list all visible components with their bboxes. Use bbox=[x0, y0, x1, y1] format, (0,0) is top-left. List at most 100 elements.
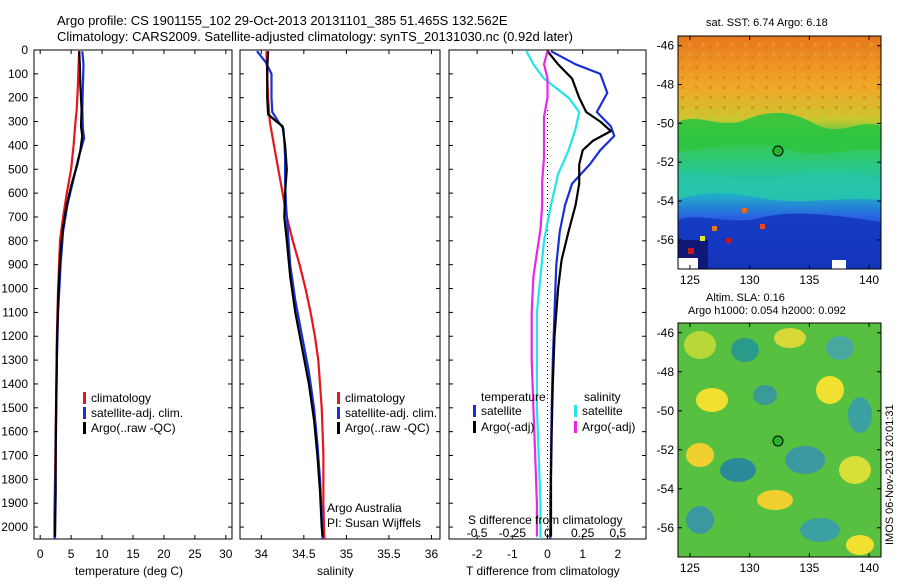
series-line bbox=[266, 51, 324, 537]
map-x-tick-label: 130 bbox=[740, 561, 760, 575]
x-tick-label-salinity: -0.5 bbox=[467, 526, 488, 540]
annotation-pi: PI: Susan Wijffels bbox=[327, 516, 421, 530]
sst-noise-2 bbox=[700, 236, 705, 241]
legend-swatch-argo bbox=[83, 422, 86, 434]
series-line bbox=[256, 50, 324, 540]
sst-noise-6 bbox=[760, 224, 765, 229]
x-tick-label-salinity: 0.25 bbox=[571, 526, 595, 540]
y-tick-label: 1700 bbox=[1, 449, 28, 463]
legend-swatch-satellite bbox=[83, 407, 86, 419]
sst-map-frame bbox=[677, 35, 882, 270]
y-tick-label: 1300 bbox=[1, 353, 28, 367]
map-y-tick-label: -46 bbox=[657, 326, 675, 340]
x-tick-label: 20 bbox=[157, 547, 171, 561]
sla-eddy bbox=[816, 376, 844, 404]
y-tick-label: 1200 bbox=[1, 329, 28, 343]
legend-swatch-argo bbox=[337, 422, 340, 434]
y-tick-label: 900 bbox=[8, 258, 28, 272]
y-tick-label: 1000 bbox=[1, 282, 28, 296]
difference-panel: -2 -1 0 1 2 -0.5 -0.25 0 0.25 0.5 bbox=[448, 49, 647, 561]
annotation-argo-australia: Argo Australia bbox=[327, 501, 402, 515]
x-tick-label: 30 bbox=[219, 547, 233, 561]
map-x-tick-label: 140 bbox=[859, 561, 879, 575]
credit-text: IMOS 06-Nov-2013 20:01:31 bbox=[884, 404, 896, 545]
map-y-tick-label: -52 bbox=[657, 443, 675, 457]
y-tick-label: 1500 bbox=[1, 401, 28, 415]
sla-eddy bbox=[839, 456, 871, 484]
y-tick-label: 1800 bbox=[1, 472, 28, 486]
difference-xlabel-top: S difference from climatology bbox=[468, 513, 623, 527]
legend-label-argo: Argo(..raw -QC) bbox=[345, 421, 430, 435]
x-tick-label: 34.5 bbox=[292, 547, 316, 561]
map-y-tick-label: -54 bbox=[657, 482, 675, 496]
y-tick-label: 0 bbox=[21, 43, 28, 57]
series-line bbox=[546, 50, 612, 537]
sla-eddy bbox=[846, 535, 874, 555]
plot-frame bbox=[33, 49, 233, 540]
x-tick-label: 0 bbox=[37, 547, 44, 561]
plot-frame bbox=[239, 49, 441, 540]
x-tick-label: 5 bbox=[68, 547, 75, 561]
sst-map: sat. SST: 6.74 Argo: 6.18 -46 -48 -50 -52 -5… bbox=[657, 17, 882, 287]
sst-noise-1 bbox=[688, 248, 694, 254]
x-tick-label: 1 bbox=[579, 547, 586, 561]
x-tick-label: 0 bbox=[544, 547, 551, 561]
map-x-tick-label: 140 bbox=[859, 273, 879, 287]
series-line bbox=[530, 50, 549, 537]
map-y-tick-label: -56 bbox=[657, 521, 675, 535]
header-line-2: Climatology: CARS2009. Satellite-adjuste… bbox=[57, 29, 573, 44]
sla-eddy bbox=[785, 446, 825, 474]
x-tick-label: 34 bbox=[255, 547, 269, 561]
legend-label-satellite: satellite-adj. clim. bbox=[91, 406, 183, 420]
sla-map-frame bbox=[677, 322, 882, 558]
temperature-xlabel: temperature (deg C) bbox=[75, 564, 183, 578]
legend-swatch-s-satellite bbox=[574, 405, 577, 417]
x-tick-label: 25 bbox=[188, 547, 202, 561]
y-tick-label: 300 bbox=[8, 115, 28, 129]
y-tick-label: 200 bbox=[8, 91, 28, 105]
sla-eddy bbox=[848, 397, 872, 433]
difference-legend: temperature salinity satellite Argo(-adj… bbox=[473, 390, 635, 434]
sst-front bbox=[678, 112, 881, 154]
float-marker bbox=[772, 435, 784, 447]
x-tick-label: 36 bbox=[425, 547, 439, 561]
map-x-tick-label: 135 bbox=[799, 561, 819, 575]
legend-label-t-satellite: satellite bbox=[481, 404, 522, 418]
sst-noise-5 bbox=[742, 208, 747, 213]
x-tick-label-salinity: 0 bbox=[544, 526, 551, 540]
sst-noise-4 bbox=[726, 238, 731, 243]
map-y-tick-label: -48 bbox=[657, 78, 675, 92]
sla-eddy bbox=[800, 518, 840, 542]
salinity-legend: climatology satellite-adj. clim. Argo(..… bbox=[327, 391, 437, 530]
sla-eddy bbox=[757, 490, 793, 510]
legend-label-climatology: climatology bbox=[91, 391, 151, 405]
legend-label-argo: Argo(..raw -QC) bbox=[91, 421, 176, 435]
y-tick-label: 1400 bbox=[1, 377, 28, 391]
float-marker bbox=[772, 145, 784, 157]
map-x-tick-label: 125 bbox=[680, 273, 700, 287]
legend-label-satellite: satellite-adj. clim. bbox=[345, 406, 437, 420]
header-line-1: Argo profile: CS 1901155_102 29-Oct-2013… bbox=[57, 13, 508, 28]
sla-eddy bbox=[696, 388, 728, 412]
legend-swatch-climatology bbox=[337, 392, 340, 404]
map-y-tick-label: -52 bbox=[657, 155, 675, 169]
series-line bbox=[53, 51, 84, 537]
sla-eddy bbox=[686, 443, 714, 467]
y-tick-label: 1600 bbox=[1, 425, 28, 439]
x-tick-label: 10 bbox=[95, 547, 109, 561]
sst-texture bbox=[678, 36, 881, 116]
legend-swatch-t-argo bbox=[473, 421, 476, 433]
sst-land-mask-2 bbox=[832, 260, 846, 269]
legend-title-temperature: temperature bbox=[481, 390, 546, 404]
sst-land-mask bbox=[678, 258, 698, 269]
sla-eddy bbox=[774, 328, 806, 348]
y-tick-label: 100 bbox=[8, 67, 28, 81]
x-tick-label: -1 bbox=[507, 547, 518, 561]
y-tick-label: 700 bbox=[8, 210, 28, 224]
legend-label-s-argo: Argo(-adj) bbox=[582, 420, 635, 434]
temperature-legend: climatology satellite-adj. clim. Argo(..… bbox=[83, 391, 183, 435]
y-tick-label: 1100 bbox=[2, 305, 28, 319]
sla-eddy bbox=[826, 336, 854, 360]
sla-eddy bbox=[686, 506, 714, 534]
map-y-tick-label: -46 bbox=[657, 39, 675, 53]
